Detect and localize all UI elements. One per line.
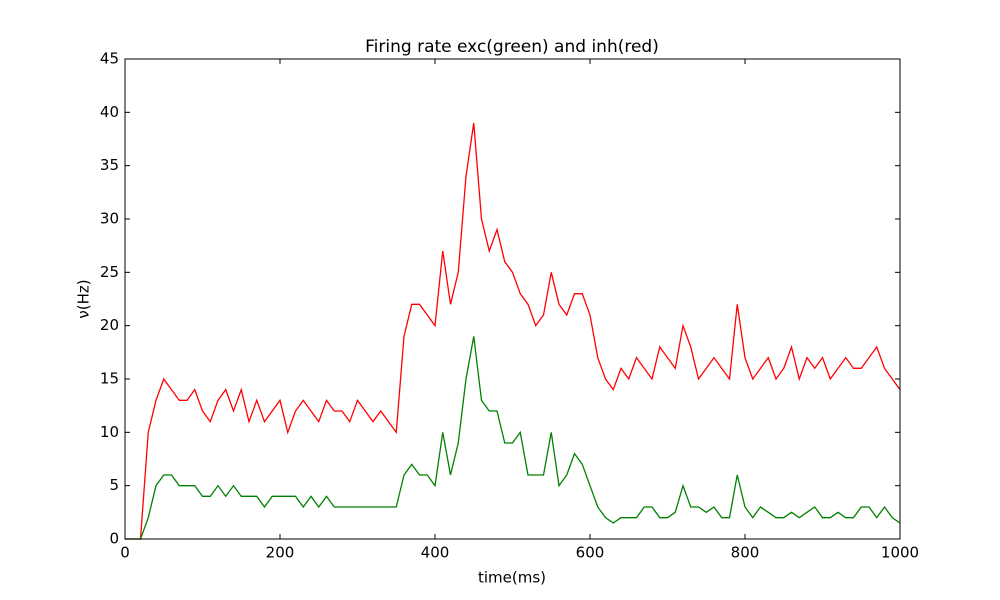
y-tick-label: 0 — [109, 530, 119, 548]
y-tick-label: 35 — [100, 156, 119, 174]
y-tick-label: 25 — [100, 263, 119, 281]
x-tick-label: 800 — [731, 544, 760, 562]
x-tick-label: 600 — [576, 544, 605, 562]
y-tick-label: 30 — [100, 210, 119, 228]
y-tick-label: 45 — [100, 50, 119, 68]
data-line — [125, 122, 901, 540]
x-tick-label: 1000 — [881, 544, 919, 562]
x-axis-label: time(ms) — [478, 569, 546, 587]
chart-title: Firing rate exc(green) and inh(red) — [365, 37, 659, 57]
y-tick-label: 15 — [100, 370, 119, 388]
y-tick-label: 20 — [100, 316, 119, 334]
x-tick-label: 200 — [266, 544, 295, 562]
y-tick-label: 5 — [109, 476, 119, 494]
y-axis-label: ν(Hz) — [75, 279, 93, 318]
plot-frame — [124, 58, 901, 540]
data-line — [125, 336, 901, 540]
x-tick-label: 0 — [120, 544, 130, 562]
y-tick-label: 40 — [100, 103, 119, 121]
x-tick-label: 400 — [421, 544, 450, 562]
y-tick-label: 10 — [100, 423, 119, 441]
